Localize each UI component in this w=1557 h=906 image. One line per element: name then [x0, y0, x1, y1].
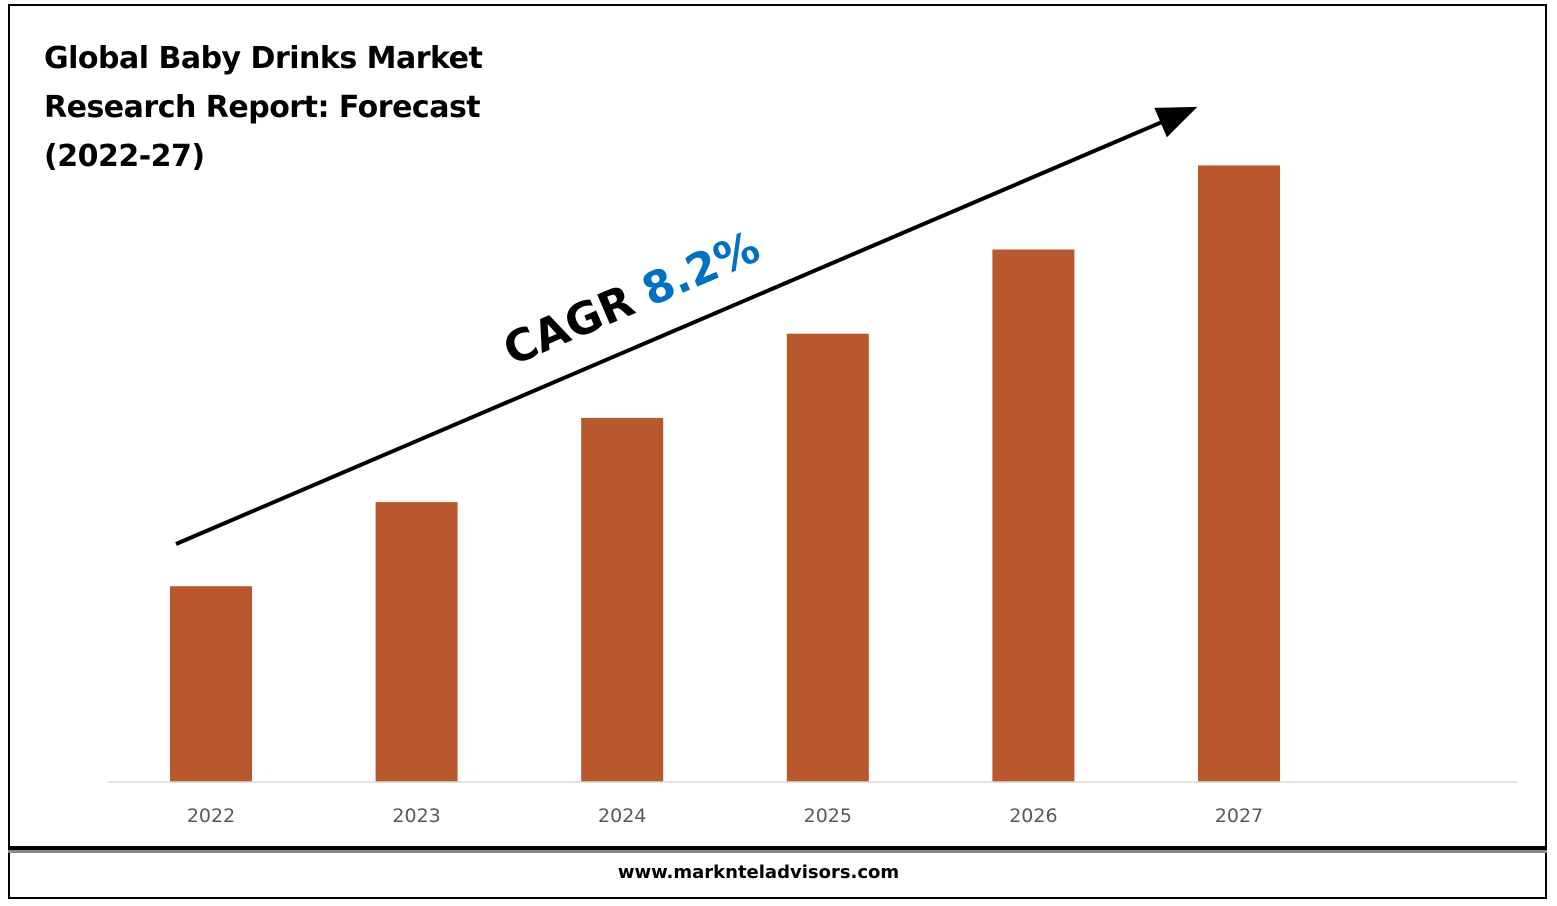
x-tick-label-2027: 2027 [1215, 805, 1263, 827]
x-tick-label-2025: 2025 [804, 805, 852, 827]
cagr-value: 8.2% [635, 222, 767, 317]
footer-divider [8, 846, 1547, 850]
bar-2025 [786, 333, 869, 782]
bars-group [170, 165, 1280, 782]
chart-title: Global Baby Drinks Market Research Repor… [44, 41, 483, 174]
bar-2023 [375, 502, 458, 782]
bar-2027 [1198, 165, 1280, 782]
bar-2026 [992, 249, 1075, 782]
x-tick-labels: 2022 2023 2024 2025 2026 2027 [187, 805, 1263, 827]
x-tick-label-2023: 2023 [392, 805, 440, 827]
footer-divider-shadow [8, 850, 1547, 853]
bar-2024 [581, 417, 664, 782]
cagr-label: CAGR [496, 276, 641, 377]
footer-website: www.marknteladvisors.com [617, 862, 900, 883]
bar-2022 [170, 586, 252, 782]
growth-arrow [175, 106, 1198, 546]
x-tick-label-2024: 2024 [598, 805, 646, 827]
chart-frame [8, 4, 1547, 899]
x-tick-label-2026: 2026 [1009, 805, 1057, 827]
cagr-annotation: CAGR 8.2% [496, 222, 767, 376]
x-tick-label-2022: 2022 [187, 805, 235, 827]
